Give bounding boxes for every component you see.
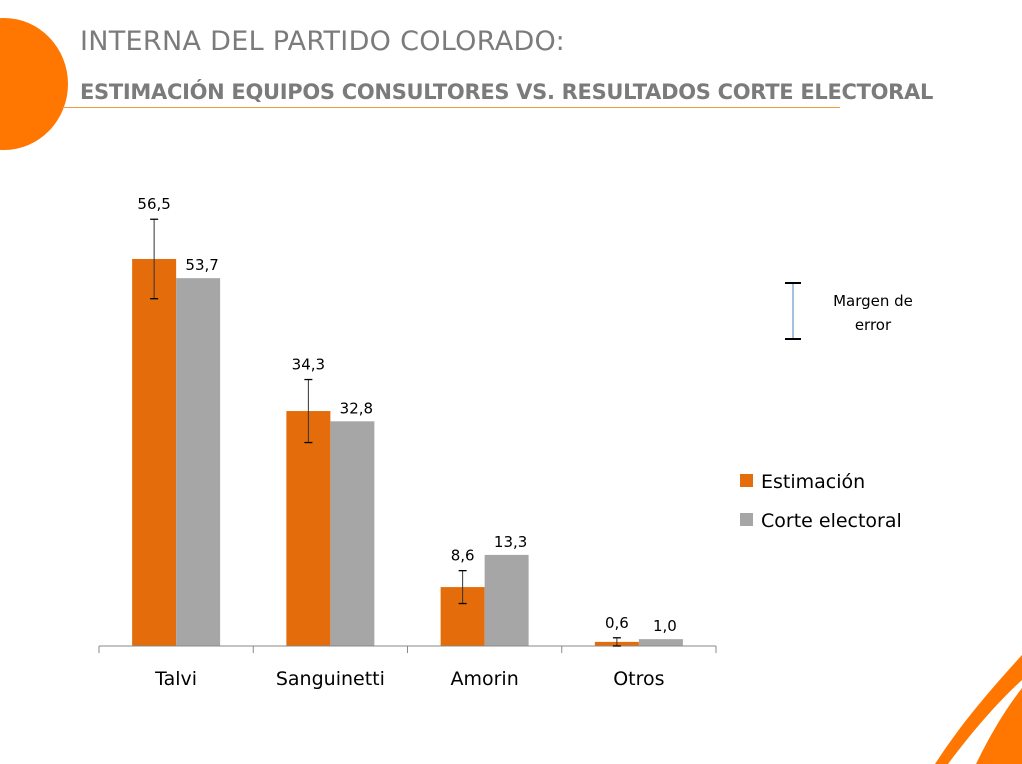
bar-corte-electoral bbox=[176, 278, 221, 646]
bar-corte-electoral bbox=[638, 639, 683, 646]
legend-label-estimacion: Estimación bbox=[761, 471, 865, 493]
data-label: 34,3 bbox=[292, 356, 325, 374]
data-label: 32,8 bbox=[340, 399, 373, 417]
data-label: 56,5 bbox=[137, 195, 170, 213]
error-legend-label-1: Margen de bbox=[833, 292, 913, 310]
data-label: 53,7 bbox=[185, 256, 218, 274]
legend-swatch-corte bbox=[740, 513, 753, 526]
data-label: 13,3 bbox=[494, 533, 527, 551]
bar-corte-electoral bbox=[330, 421, 375, 646]
data-label: 0,6 bbox=[605, 614, 629, 632]
legend-label-corte: Corte electoral bbox=[761, 510, 902, 532]
x-tick-label: Sanguinetti bbox=[276, 668, 385, 690]
legend-swatch-estimacion bbox=[740, 474, 753, 487]
bar-estimacion bbox=[286, 411, 331, 646]
x-tick-label: Talvi bbox=[154, 668, 197, 690]
data-label: 8,6 bbox=[451, 547, 475, 565]
bar-corte-electoral bbox=[484, 554, 529, 646]
data-label: 1,0 bbox=[653, 617, 677, 635]
error-legend-label-2: error bbox=[855, 316, 892, 334]
x-tick-label: Otros bbox=[613, 668, 664, 690]
bar-estimacion bbox=[132, 258, 177, 646]
decorative-swoosh bbox=[935, 655, 1022, 764]
error-margin-legend: Margen de error bbox=[785, 282, 913, 340]
title-underline bbox=[62, 107, 840, 108]
legend: Estimación Corte electoral bbox=[740, 471, 902, 532]
page-title: INTERNA DEL PARTIDO COLORADO: bbox=[80, 26, 566, 57]
page-subtitle: ESTIMACIÓN EQUIPOS CONSULTORES VS. RESUL… bbox=[80, 80, 934, 104]
x-tick-label: Amorin bbox=[450, 668, 518, 690]
